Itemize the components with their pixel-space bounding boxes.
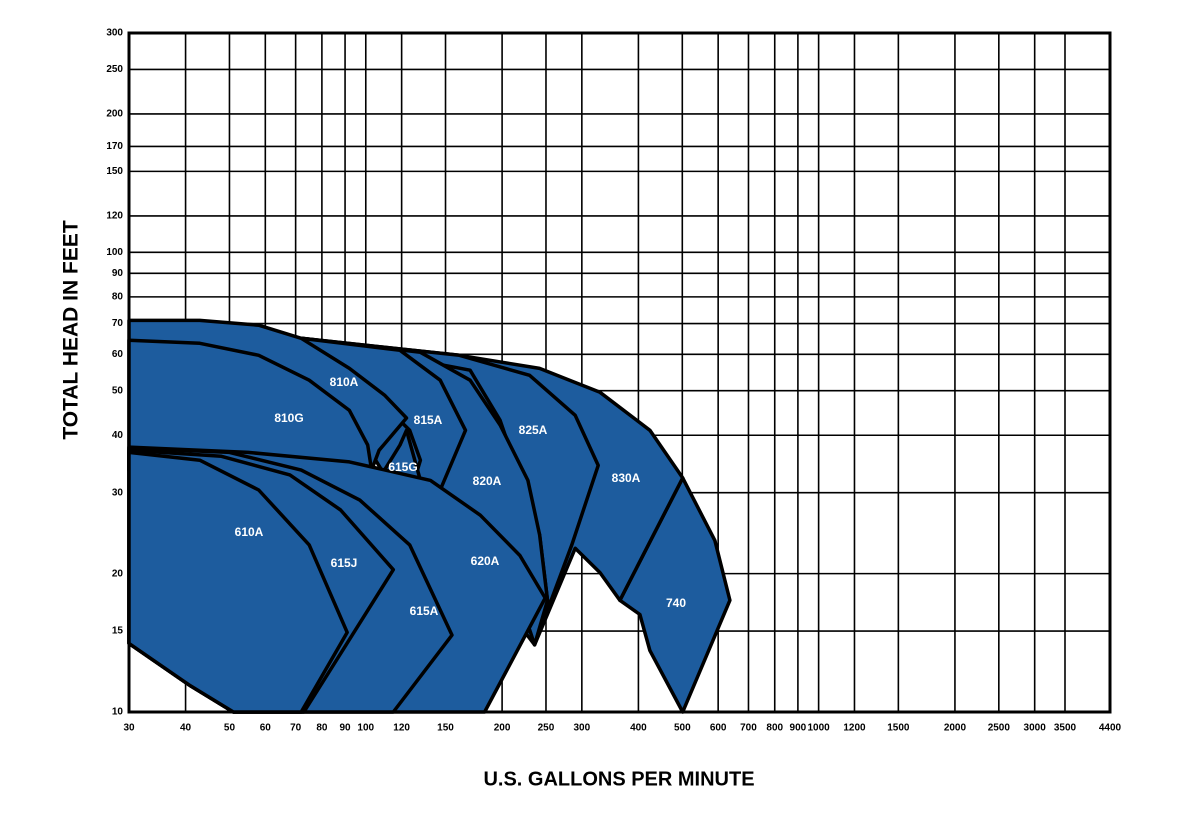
y-axis-title: TOTAL HEAD IN FEET (60, 220, 83, 440)
x-tick-label: 60 (260, 723, 272, 734)
y-tick-label: 100 (106, 247, 123, 258)
x-tick-label: 40 (180, 723, 192, 734)
y-tick-label: 60 (112, 349, 124, 360)
y-tick-label: 250 (106, 64, 123, 75)
x-tick-label: 200 (494, 723, 511, 734)
labels: 30 40 50 60 70 80 90 100 120 150 200 250 300 400 500 60… (106, 28, 1121, 734)
regions (127, 318, 732, 714)
x-tick-label: 120 (393, 723, 410, 734)
x-tick-label: 30 (123, 723, 135, 734)
y-tick-label: 20 (112, 568, 124, 579)
x-tick-label: 90 (339, 723, 351, 734)
region-label: 615G (388, 460, 417, 474)
x-tick-label: 70 (290, 723, 302, 734)
y-tick-label: 50 (112, 385, 124, 396)
y-tick-label: 300 (106, 28, 123, 39)
x-tick-label: 600 (710, 723, 727, 734)
x-tick-label: 100 (357, 723, 374, 734)
region-label: 820A (473, 474, 502, 488)
y-tick-label: 170 (106, 141, 123, 152)
x-tick-label: 4400 (1099, 723, 1122, 734)
x-tick-label: 150 (437, 723, 454, 734)
x-tick-label: 1000 (807, 723, 830, 734)
region-label: 610A (235, 525, 264, 539)
x-tick-label: 3000 (1024, 723, 1047, 734)
y-tick-label: 150 (106, 166, 123, 177)
plot-frame (127, 31, 1112, 714)
x-tick-label: 1500 (887, 723, 910, 734)
x-tick-label: 400 (630, 723, 647, 734)
y-tick-label: 15 (112, 626, 124, 637)
pump-region (299, 336, 600, 647)
x-tick-label: 1200 (843, 723, 866, 734)
x-tick-label: 300 (573, 723, 590, 734)
y-tick-label: 30 (112, 487, 124, 498)
y-tick-label: 200 (106, 109, 123, 120)
x-tick-label: 2000 (944, 723, 967, 734)
y-tick-label: 120 (106, 211, 123, 222)
x-tick-label: 900 (790, 723, 807, 734)
x-tick-label: 3500 (1054, 723, 1077, 734)
x-tick-label: 2500 (988, 723, 1011, 734)
region-label: 810A (330, 375, 359, 389)
y-tick-label: 90 (112, 268, 124, 279)
x-tick-label: 250 (538, 723, 555, 734)
pump-region (618, 476, 732, 714)
region-label: 810G (274, 411, 303, 425)
y-tick-label: 80 (112, 292, 124, 303)
x-tick-label: 500 (674, 723, 691, 734)
region-label: 825A (519, 423, 548, 437)
x-tick-label: 80 (316, 723, 328, 734)
pump-region (127, 450, 349, 714)
region-label: 615A (410, 604, 439, 618)
region-label: 740 (666, 596, 686, 610)
x-tick-label: 50 (224, 723, 236, 734)
x-axis-title: U.S. GALLONS PER MINUTE (483, 768, 754, 790)
region-label: 620A (471, 554, 500, 568)
y-tick-label: 40 (112, 430, 124, 441)
x-tick-label: 700 (740, 723, 757, 734)
x-tick-label: 800 (766, 723, 783, 734)
region-label: 615J (331, 556, 358, 570)
y-tick-label: 10 (112, 707, 124, 718)
region-label: 815A (414, 413, 443, 427)
y-tick-label: 70 (112, 318, 124, 329)
region-label: 830A (612, 471, 641, 485)
